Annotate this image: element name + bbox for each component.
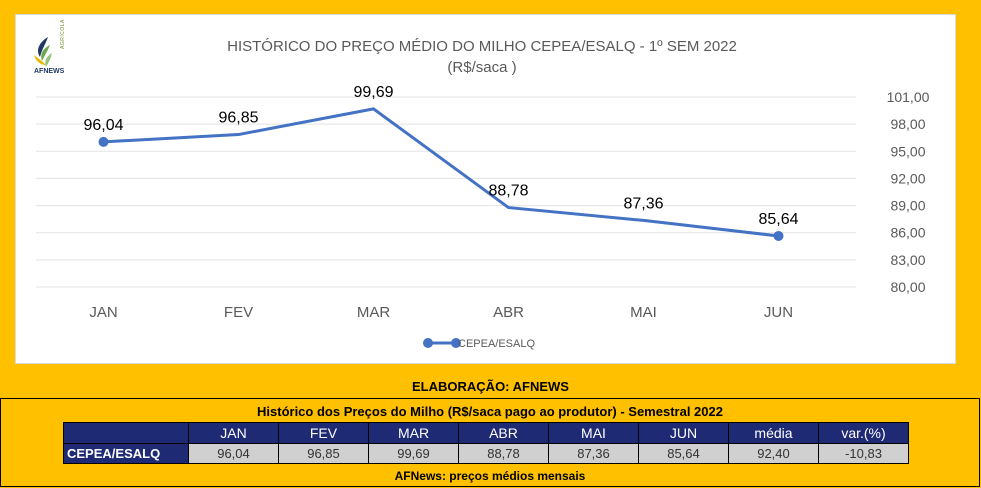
table-cell: 92,40 <box>728 443 819 464</box>
line-chart: HISTÓRICO DO PREÇO MÉDIO DO MILHO CEPEA/… <box>36 38 930 350</box>
table-header-cell: FEV <box>278 422 369 444</box>
y-tick-label: 101,00 <box>887 89 930 105</box>
table-cell: 88,78 <box>458 443 549 464</box>
x-tick-label: JUN <box>764 304 793 321</box>
y-tick-label: 83,00 <box>890 252 925 268</box>
data-label: 96,04 <box>83 117 123 134</box>
chart-subtitle: (R$/saca ) <box>447 59 516 76</box>
table-cell: 96,04 <box>188 443 279 464</box>
data-label: 88,78 <box>488 183 528 200</box>
table-row-label: CEPEA/ESALQ <box>63 443 189 464</box>
table-header-cell: JUN <box>638 422 729 444</box>
table-cell: 85,64 <box>638 443 729 464</box>
table-title: Histórico dos Preços do Milho (R$/saca p… <box>257 404 723 419</box>
x-tick-label: MAR <box>357 304 391 321</box>
table-header-cell: MAR <box>368 422 459 444</box>
table-cell: 87,36 <box>548 443 639 464</box>
table-box <box>0 398 980 487</box>
legend-label: CEPEA/ESALQ <box>458 338 535 350</box>
table-header-cell: JAN <box>188 422 279 444</box>
table-header-cell: var.(%) <box>818 422 909 444</box>
table-header-cell: média <box>728 422 819 444</box>
table-cell: 99,69 <box>368 443 459 464</box>
data-label: 99,69 <box>353 84 393 101</box>
y-tick-label: 92,00 <box>890 170 925 186</box>
legend-marker <box>423 338 433 348</box>
table-header-cell: MAI <box>548 422 639 444</box>
table-header-row: JAN FEV MAR ABR MAI JUN média var.(%) <box>63 422 909 444</box>
data-point <box>98 136 109 147</box>
x-tick-label: MAI <box>630 304 657 321</box>
data-label: 85,64 <box>758 211 798 228</box>
elaboracao-label: ELABORAÇÃO: AFNEWS <box>412 379 569 394</box>
y-tick-label: 98,00 <box>890 116 925 132</box>
x-tick-label: FEV <box>224 304 253 321</box>
y-tick-label: 80,00 <box>890 279 925 295</box>
chart-title: HISTÓRICO DO PREÇO MÉDIO DO MILHO CEPEA/… <box>227 38 737 55</box>
afnews-logo <box>26 33 66 89</box>
y-tick-label: 86,00 <box>890 225 925 241</box>
x-tick-label: ABR <box>493 304 524 321</box>
data-point <box>773 230 784 241</box>
price-table: JAN FEV MAR ABR MAI JUN média var.(%) CE… <box>63 422 909 464</box>
table-header-cell: ABR <box>458 422 549 444</box>
y-tick-label: 95,00 <box>890 143 925 159</box>
data-label: 87,36 <box>623 195 663 212</box>
data-label: 96,85 <box>218 110 258 127</box>
table-cell: 96,85 <box>278 443 369 464</box>
series-line <box>103 107 779 238</box>
table-corner-cell <box>63 422 189 444</box>
y-tick-label: 89,00 <box>890 198 925 214</box>
table-cell: -10,83 <box>818 443 909 464</box>
footnote: AFNews: preços médios mensais <box>394 469 586 483</box>
logo-text: AFNEWS <box>34 68 65 75</box>
table-row: CEPEA/ESALQ 96,04 96,85 99,69 88,78 87,3… <box>63 443 909 464</box>
x-tick-label: JAN <box>89 304 117 321</box>
legend-marker <box>451 338 461 348</box>
chart-panel: AFNEWS AGRÍCOLA HISTÓRICO DO PREÇO MÉDIO… <box>15 14 956 364</box>
